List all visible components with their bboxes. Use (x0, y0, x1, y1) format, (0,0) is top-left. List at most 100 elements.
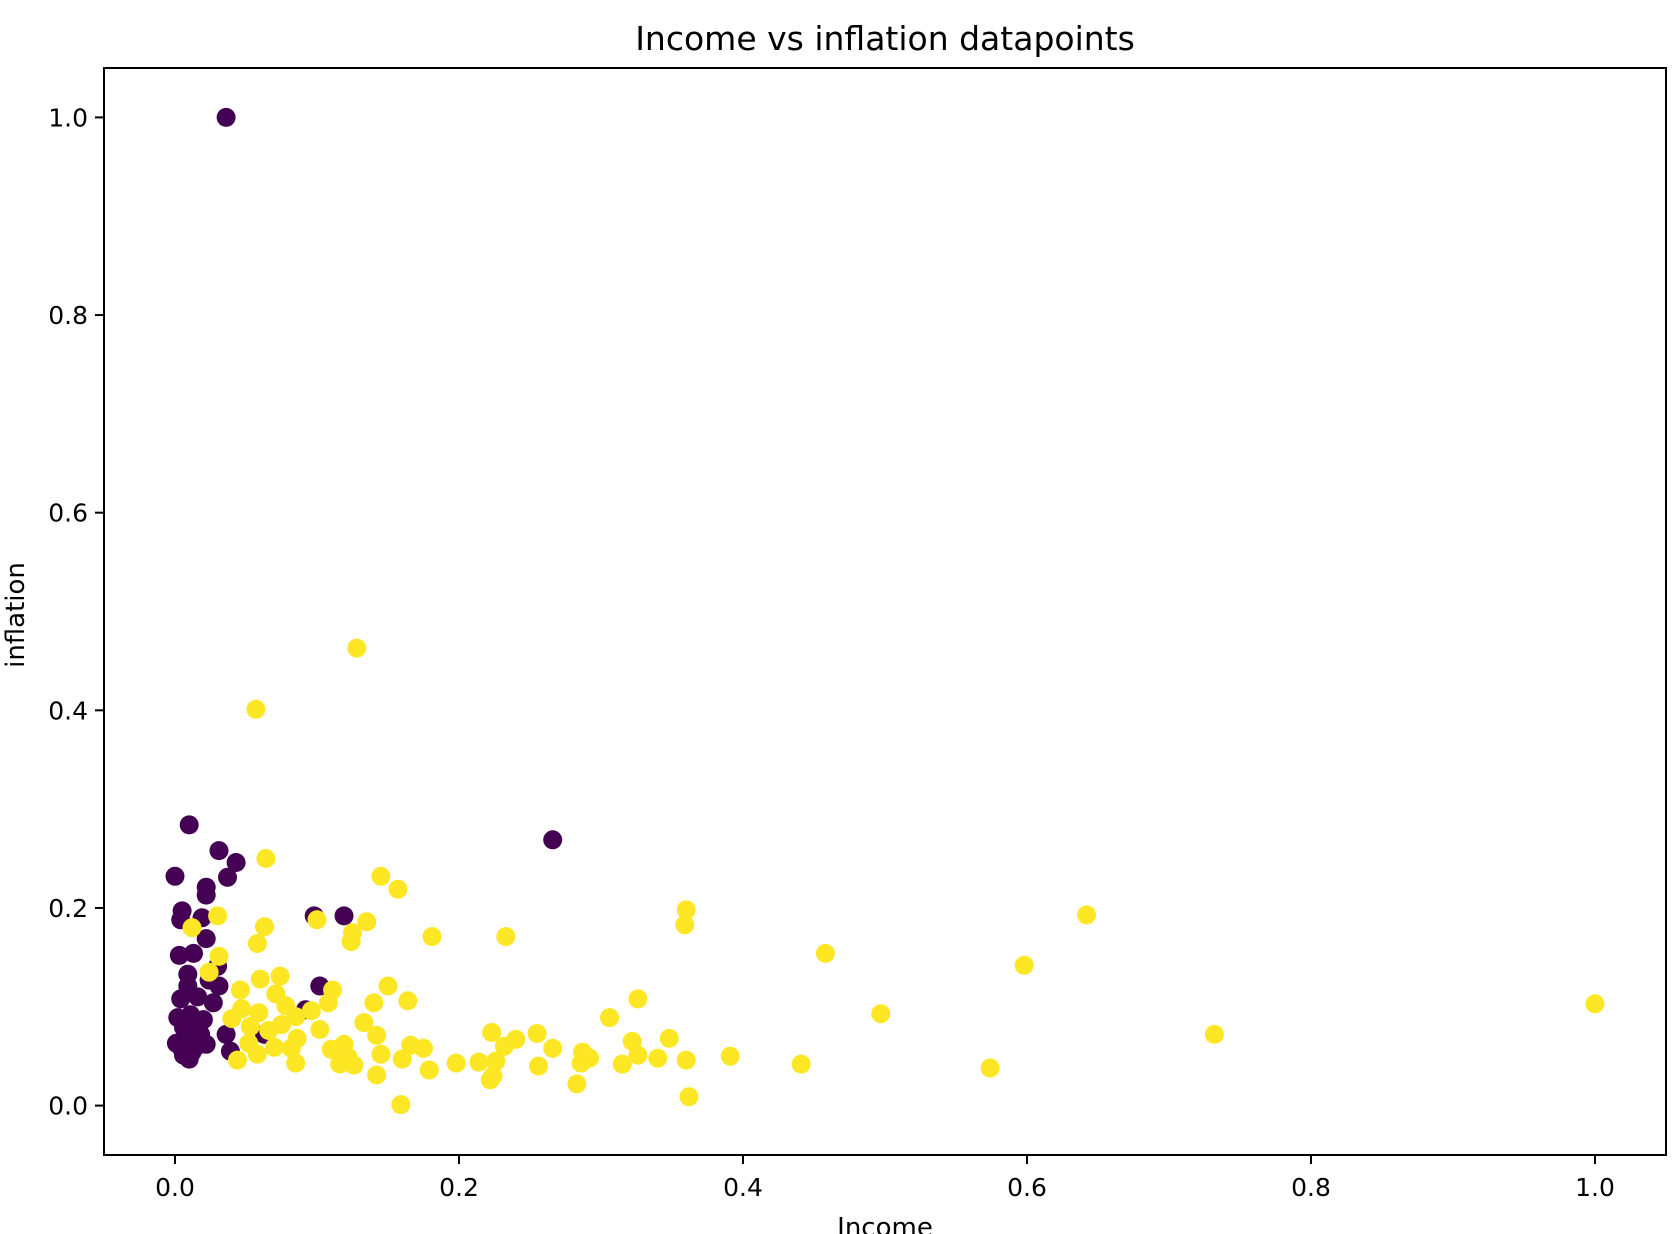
data-point (529, 1056, 548, 1076)
y-tick-label: 0.2 (48, 894, 88, 923)
y-tick-label: 0.8 (48, 301, 88, 330)
data-point (249, 1003, 269, 1023)
data-point (367, 1025, 387, 1045)
data-point (480, 1070, 500, 1090)
x-axis-ticks: 0.0 0.2 0.4 0.6 0.8 1.0 (155, 1155, 1615, 1202)
data-point (527, 1024, 547, 1043)
y-tick-label: 0.4 (48, 696, 88, 725)
data-point (364, 993, 384, 1013)
data-point (1585, 994, 1605, 1014)
data-point (567, 1074, 587, 1094)
data-point (486, 1051, 506, 1071)
x-tick-label: 0.4 (723, 1173, 763, 1202)
data-point (357, 912, 377, 932)
data-point (259, 1021, 279, 1040)
data-point (720, 1046, 740, 1066)
y-axis-ticks: 0.0 0.2 0.4 0.6 0.8 1.0 (48, 103, 104, 1121)
data-point (494, 1036, 514, 1056)
data-point (240, 1017, 260, 1036)
data-point (179, 815, 199, 835)
data-point (378, 976, 398, 996)
data-point (791, 1054, 811, 1074)
x-axis-label: Income (837, 1213, 933, 1234)
y-tick-label: 0.6 (48, 499, 88, 528)
data-point (203, 993, 223, 1013)
data-point (247, 934, 267, 953)
x-tick-label: 0.2 (439, 1173, 479, 1202)
data-point (179, 1049, 199, 1069)
data-point (1204, 1024, 1224, 1044)
data-point (391, 1095, 411, 1115)
data-point (871, 1004, 891, 1024)
data-point (419, 1060, 439, 1080)
data-point (250, 969, 270, 989)
data-point (256, 849, 276, 868)
data-points (165, 107, 1605, 1115)
data-point (341, 932, 361, 952)
data-point (980, 1058, 1000, 1078)
data-point (196, 885, 216, 905)
data-point (208, 906, 228, 926)
data-point (247, 1044, 267, 1064)
data-point (543, 830, 563, 850)
data-point (255, 917, 274, 937)
data-point (446, 1053, 466, 1073)
data-point (222, 1009, 242, 1029)
data-point (228, 1050, 247, 1070)
data-point (286, 1053, 306, 1073)
data-point (422, 927, 442, 947)
data-point (367, 1065, 387, 1085)
data-point (600, 1008, 619, 1028)
data-point (169, 945, 189, 965)
data-point (246, 699, 266, 719)
data-point (199, 962, 219, 982)
data-point (182, 918, 202, 938)
data-point (347, 638, 367, 658)
data-point (184, 943, 203, 963)
data-point (354, 1013, 374, 1033)
data-point (344, 1055, 364, 1075)
data-point (392, 1049, 412, 1069)
data-point (676, 900, 696, 920)
data-point (659, 1028, 679, 1048)
data-point (648, 1048, 668, 1068)
data-point (1077, 905, 1097, 925)
data-point (218, 867, 237, 887)
data-point (815, 943, 835, 963)
data-point (230, 980, 250, 1000)
data-point (165, 866, 185, 886)
data-point (301, 1001, 321, 1021)
data-point (196, 929, 216, 949)
x-tick-label: 1.0 (1575, 1173, 1615, 1202)
data-point (388, 879, 408, 899)
data-point (307, 910, 327, 930)
data-point (270, 966, 290, 986)
data-point (321, 1039, 341, 1059)
data-point (469, 1052, 489, 1072)
data-point (330, 1054, 350, 1074)
data-point (398, 991, 418, 1011)
data-point (171, 989, 191, 1009)
data-point (496, 927, 516, 947)
y-tick-label: 0.0 (48, 1092, 88, 1121)
x-tick-label: 0.6 (1007, 1173, 1047, 1202)
data-point (196, 1034, 216, 1054)
y-axis-label: inflation (1, 562, 31, 668)
data-point (371, 866, 391, 886)
plot-area-frame (103, 67, 1667, 1156)
data-point (264, 1037, 284, 1057)
data-point (414, 1038, 433, 1058)
data-point (482, 1023, 502, 1042)
chart-title: Income vs inflation datapoints (635, 19, 1135, 58)
y-tick-label: 1.0 (48, 103, 88, 132)
x-tick-label: 0.8 (1291, 1173, 1331, 1202)
data-point (216, 107, 236, 127)
data-point (188, 987, 208, 1007)
data-point (209, 976, 229, 996)
data-point (628, 1045, 648, 1065)
data-point (216, 1024, 236, 1044)
data-point (281, 1038, 301, 1058)
data-point (310, 1020, 330, 1039)
data-point (209, 841, 229, 861)
